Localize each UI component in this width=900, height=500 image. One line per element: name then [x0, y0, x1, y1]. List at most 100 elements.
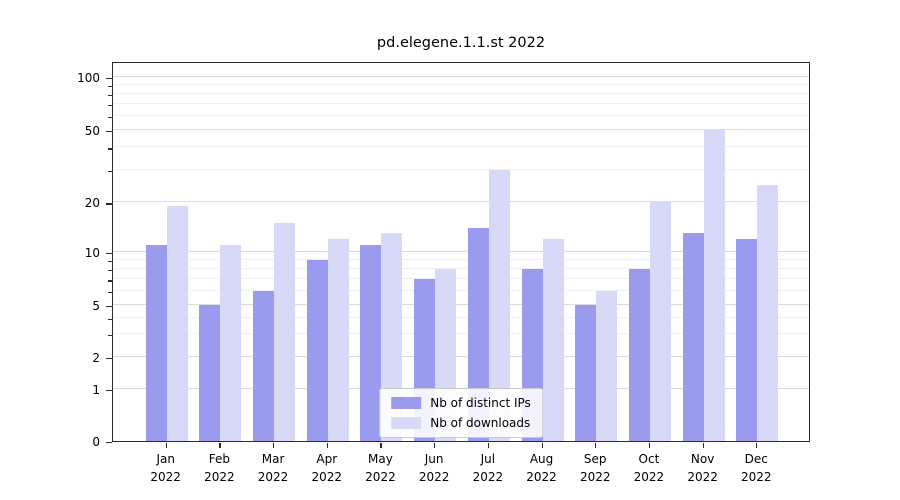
- x-tick-mark-9: [648, 443, 651, 448]
- x-tick-mark-0: [165, 443, 167, 448]
- y-tick-label-100: 100: [77, 70, 100, 85]
- legend-swatch-downloads: [391, 417, 422, 429]
- gridline-40: [113, 146, 809, 148]
- x-tick-label-11: Dec 2022: [741, 452, 772, 484]
- y-tick-mark-2: [106, 358, 112, 360]
- x-tick-label-1: Feb 2022: [204, 452, 235, 484]
- y-minor-tick-mark-40: [108, 148, 112, 150]
- y-tick-label-0: 0: [92, 435, 100, 449]
- gridline-6: [113, 290, 809, 292]
- bar-downloads-2: [274, 223, 296, 441]
- bar-downloads-8: [596, 291, 618, 441]
- bar-downloads-11: [757, 184, 779, 441]
- bar-distinct-ips-0: [145, 245, 167, 441]
- gridline-8: [113, 268, 809, 270]
- gridline-2: [113, 356, 809, 358]
- y-tick-mark-20: [106, 203, 112, 205]
- legend-label-downloads: Nb of downloads: [430, 416, 531, 430]
- x-tick-mark-1: [219, 443, 221, 448]
- legend: Nb of distinct IPs Nb of downloads: [379, 388, 543, 438]
- bar-distinct-ips-2: [253, 291, 275, 441]
- bar-distinct-ips-1: [199, 304, 221, 441]
- y-tick-mark-1: [106, 389, 112, 392]
- gridline-10: [113, 251, 809, 253]
- bar-downloads-0: [166, 206, 188, 441]
- gridline-90: [113, 84, 809, 85]
- legend-swatch-distinct-ips: [391, 397, 422, 409]
- y-minor-tick-mark-90: [108, 85, 112, 88]
- gridline-7: [113, 278, 809, 280]
- gridline-70: [113, 103, 809, 105]
- x-tick-label-8: Sep 2022: [579, 452, 611, 484]
- y-minor-tick-mark-3: [108, 334, 112, 337]
- plot-area: [112, 62, 810, 442]
- x-tick-mark-3: [326, 443, 328, 448]
- gridline-50: [113, 128, 809, 130]
- y-minor-tick-mark-7: [108, 280, 112, 282]
- bar-downloads-6: [488, 170, 510, 441]
- bar-distinct-ips-4: [360, 245, 382, 441]
- y-minor-tick-mark-8: [108, 270, 112, 272]
- x-tick-label-4: May 2022: [365, 452, 396, 484]
- bar-downloads-9: [649, 202, 671, 441]
- x-tick-mark-10: [702, 443, 704, 448]
- y-tick-label-5: 5: [92, 298, 100, 313]
- x-tick-label-6: Jul 2022: [472, 452, 504, 484]
- x-tick-mark-4: [380, 443, 382, 448]
- x-tick-mark-5: [434, 443, 436, 448]
- legend-item-distinct-ips: Nb of distinct IPs: [391, 396, 531, 410]
- chart-title: pd.elegene.1.1.st 2022: [376, 35, 546, 51]
- x-tick-mark-7: [541, 443, 543, 448]
- gridline-4: [113, 316, 809, 318]
- x-tick-mark-11: [756, 443, 758, 448]
- y-tick-mark-50: [106, 130, 112, 132]
- legend-item-downloads: Nb of downloads: [391, 416, 531, 430]
- x-tick-mark-6: [487, 443, 490, 448]
- y-tick-label-50: 50: [84, 123, 100, 138]
- y-minor-tick-mark-9: [108, 261, 112, 263]
- y-tick-mark-10: [106, 253, 112, 255]
- x-tick-label-2: Mar 2022: [257, 452, 289, 484]
- x-tick-label-7: Aug 2022: [526, 452, 557, 484]
- y-minor-tick-mark-6: [108, 292, 112, 294]
- y-minor-tick-mark-60: [108, 116, 112, 119]
- x-tick-label-9: Oct 2022: [633, 452, 665, 484]
- gridline-3: [113, 332, 809, 334]
- y-tick-label-10: 10: [84, 246, 100, 261]
- y-minor-tick-mark-30: [108, 171, 112, 173]
- x-tick-label-10: Nov 2022: [687, 452, 718, 484]
- x-tick-label-0: Jan 2022: [150, 452, 181, 484]
- y-minor-tick-mark-80: [108, 94, 112, 97]
- x-tick-label-3: Apr 2022: [311, 452, 343, 484]
- bar-distinct-ips-9: [628, 269, 650, 441]
- bar-downloads-1: [220, 245, 242, 441]
- y-tick-label-1: 1: [92, 382, 100, 397]
- gridline-80: [113, 92, 809, 94]
- x-tick-mark-2: [273, 443, 275, 448]
- x-tick-mark-8: [595, 443, 597, 448]
- y-minor-tick-mark-4: [108, 318, 112, 320]
- bar-distinct-ips-10: [682, 233, 704, 441]
- y-minor-tick-mark-70: [108, 105, 112, 107]
- bar-distinct-ips-8: [575, 304, 597, 441]
- legend-label-distinct-ips: Nb of distinct IPs: [430, 396, 531, 410]
- bar-downloads-7: [542, 239, 564, 441]
- gridline-20: [113, 201, 809, 203]
- y-tick-mark-0: [106, 442, 112, 444]
- gridline-30: [113, 169, 809, 171]
- gridline-60: [113, 114, 809, 116]
- y-tick-mark-100: [106, 77, 112, 80]
- x-tick-label-5: Jun 2022: [418, 452, 450, 484]
- y-tick-label-2: 2: [92, 351, 100, 366]
- gridline-5: [113, 303, 809, 305]
- gridline-100: [113, 75, 809, 77]
- bar-distinct-ips-11: [736, 239, 758, 441]
- bar-downloads-10: [703, 129, 725, 441]
- y-tick-label-20: 20: [84, 196, 100, 211]
- y-tick-mark-5: [106, 305, 112, 308]
- bar-downloads-3: [327, 239, 349, 441]
- bar-distinct-ips-6: [467, 227, 489, 441]
- bar-distinct-ips-3: [306, 260, 328, 441]
- gridline-9: [113, 259, 809, 261]
